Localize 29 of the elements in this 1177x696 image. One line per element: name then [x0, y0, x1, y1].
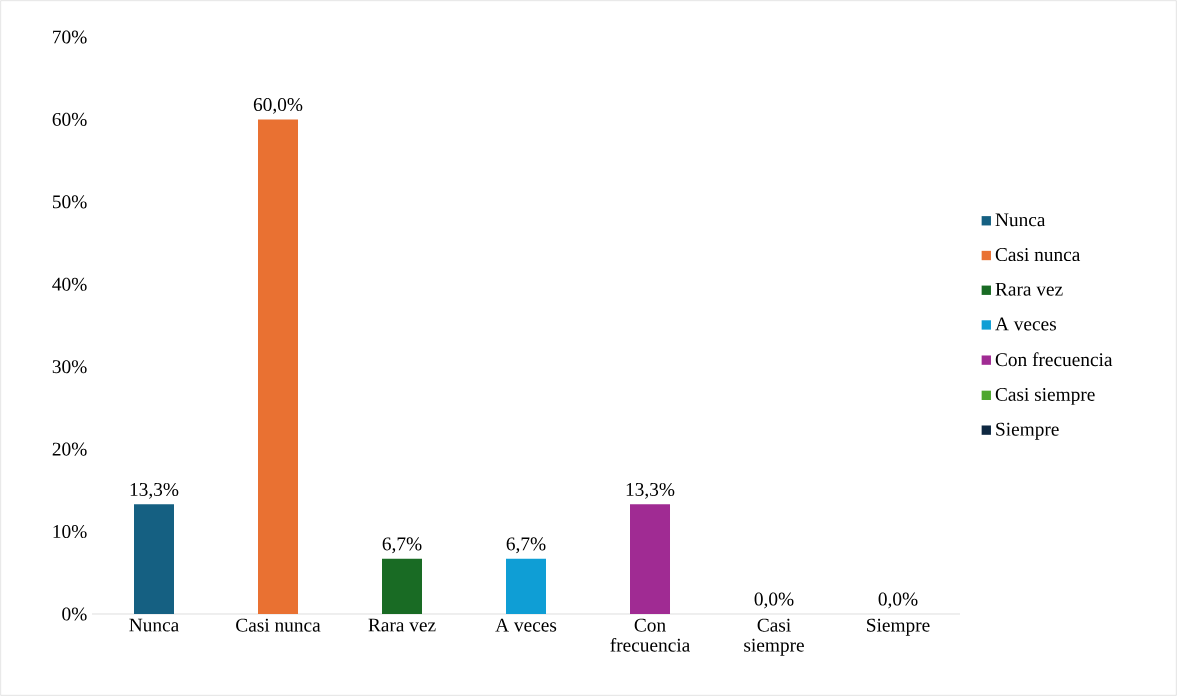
legend-label: A veces [995, 317, 1056, 331]
data-label: 60,0% [253, 97, 303, 114]
y-tick-label: 50% [52, 195, 87, 209]
y-tick-label: 20% [52, 442, 87, 456]
y-tick-label: 40% [52, 277, 87, 291]
y-tick-label: 30% [52, 360, 87, 374]
x-tick-label: Siempre [867, 618, 930, 636]
data-label: 0,0% [754, 592, 794, 609]
x-tick-label: Nunca [129, 618, 179, 632]
legend-label: Siempre [996, 422, 1059, 440]
y-tick-label: 10% [53, 525, 87, 539]
legend-label: Nunca [995, 213, 1046, 227]
y-tick-label: 60% [52, 112, 87, 126]
legend-label: Casi nunca [995, 248, 1081, 262]
data-label: 0,0% [878, 592, 918, 609]
x-tick-label: Casi nunca [236, 618, 321, 632]
data-label: 6,7% [382, 537, 422, 554]
y-tick-label: 70% [53, 30, 87, 44]
y-tick-label: 0% [62, 607, 87, 621]
legend-label: Rara vez [995, 282, 1063, 296]
legend-label: Con frecuencia [995, 352, 1113, 367]
data-label: 6,7% [506, 537, 546, 554]
legend-label: Casi siempre [995, 387, 1095, 405]
x-tick-label: A veces [495, 618, 557, 632]
x-tick-label: Con frecuencia [610, 618, 690, 652]
data-label: 13,3% [130, 482, 179, 499]
data-label: 13,3% [626, 482, 675, 499]
x-tick-label: Rara vez [368, 618, 436, 632]
x-tick-label: Casi siempre [744, 618, 804, 656]
